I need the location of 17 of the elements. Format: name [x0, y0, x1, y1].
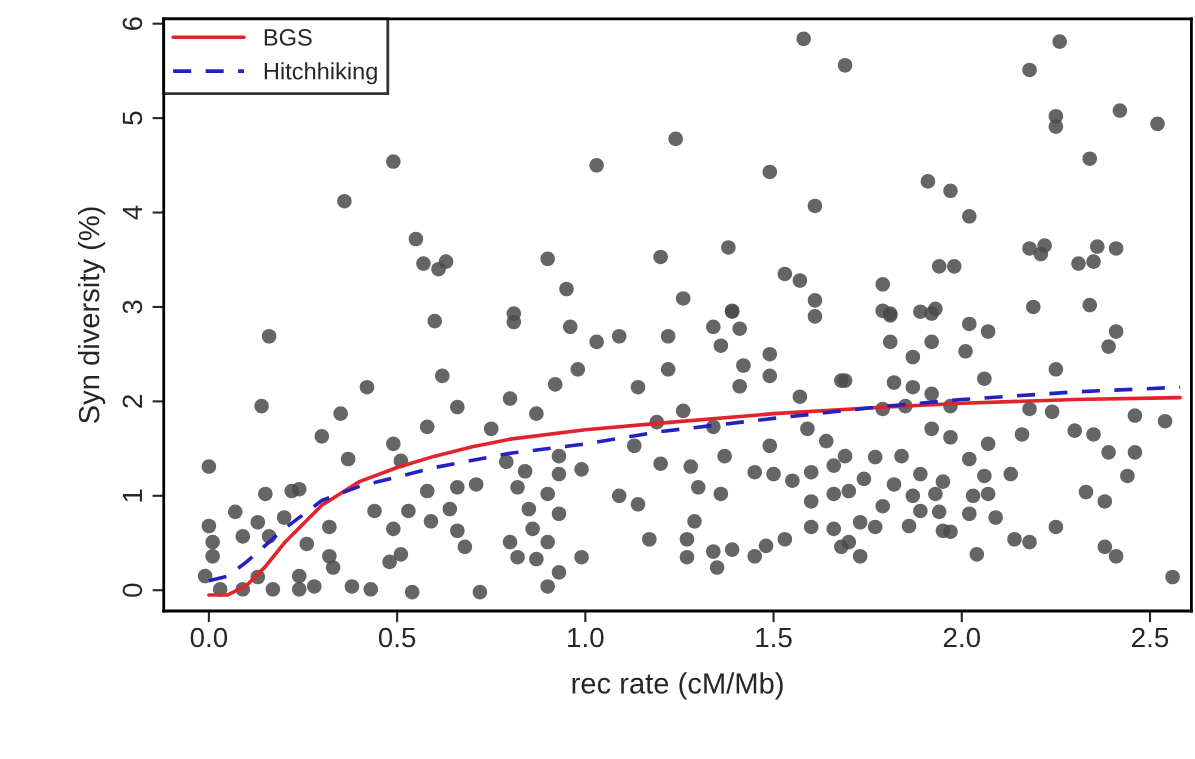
y-tick-label: 4	[122, 205, 142, 220]
x-tick-label: 2.0	[943, 627, 981, 648]
x-axis-title: rec rate (cM/Mb)	[572, 672, 783, 700]
y-axis-title: Syn diversity (%)	[77, 207, 106, 424]
x-tick-label: 0.5	[378, 627, 416, 648]
y-tick-label: 3	[122, 300, 143, 314]
x-tick-label: 1.5	[756, 627, 792, 648]
y-tick-label: 6	[122, 17, 143, 31]
legend-label: BGS	[264, 29, 312, 46]
y-tick-label: 2	[122, 395, 142, 408]
legend-label: Hitchhiking	[264, 62, 377, 85]
x-tick-label: 2.5	[1132, 627, 1169, 648]
y-tick-label: 5	[122, 111, 143, 125]
x-tick-label: 1.0	[568, 627, 604, 648]
y-tick-label: 1	[122, 489, 142, 502]
y-tick-label: 0	[122, 583, 143, 597]
x-tick-label: 0.0	[190, 627, 228, 648]
